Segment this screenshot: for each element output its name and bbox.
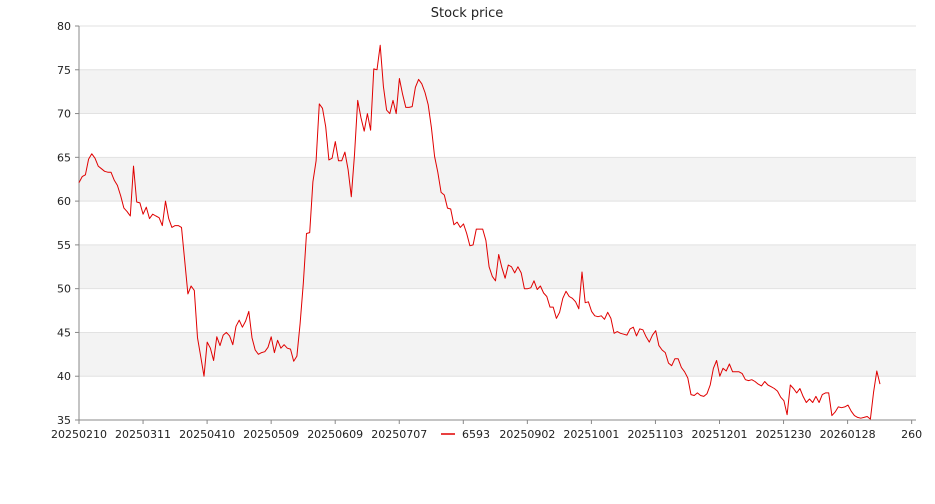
y-tick-label-65: 65 [57,151,71,164]
series-line-6593 [78,44,881,420]
x-tick-label-9: 20251103 [627,428,683,441]
x-tick-label-0: 20250210 [51,428,107,441]
x-tick-label-12: 20260128 [820,428,876,441]
legend-label-6593: 6593 [462,428,490,441]
x-tick-label-7: 20250902 [499,428,555,441]
y-tick-label-40: 40 [57,370,71,383]
x-tick-label-13: 260 [901,428,922,441]
band-70 [79,69,916,114]
x-axis-ticks: 20250210 20250311 20250410 20250509 20250609… [51,420,922,441]
x-tick-label-1: 20250311 [115,428,171,441]
x-tick-label-4: 20250609 [307,428,363,441]
gridlines [79,25,916,421]
y-tick-label-80: 80 [57,20,71,33]
y-axis-ticks: 35 40 45 50 55 60 65 70 75 80 [57,20,79,427]
y-tick-label-60: 60 [57,195,71,208]
background-bands [79,69,916,377]
x-tick-label-3: 20250509 [243,428,299,441]
y-tick-label-35: 35 [57,414,71,427]
y-tick-label-70: 70 [57,108,71,121]
series-layer [78,44,881,420]
y-tick-label-75: 75 [57,64,71,77]
y-tick-label-45: 45 [57,326,71,339]
legend: 6593 [441,428,490,441]
band-40 [79,332,916,377]
axes [78,26,916,421]
x-tick-label-11: 20251230 [756,428,812,441]
y-tick-label-50: 50 [57,283,71,296]
y-tick-label-55: 55 [57,239,71,252]
x-tick-label-10: 20251201 [692,428,748,441]
x-tick-label-8: 20251001 [563,428,619,441]
chart-title: Stock price [431,6,503,21]
x-tick-label-2: 20250410 [179,428,235,441]
band-60 [79,157,916,202]
x-tick-label-5: 20250707 [371,428,427,441]
